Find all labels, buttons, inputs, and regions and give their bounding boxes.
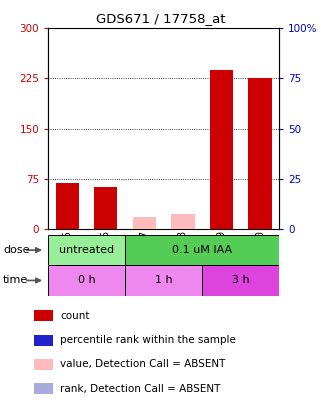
Bar — [94, 188, 117, 229]
Text: dose: dose — [3, 245, 30, 255]
Text: value, Detection Call = ABSENT: value, Detection Call = ABSENT — [60, 360, 226, 369]
Text: rank, Detection Call = ABSENT: rank, Detection Call = ABSENT — [60, 384, 221, 394]
Bar — [56, 183, 79, 229]
Bar — [48, 265, 125, 296]
Bar — [210, 70, 233, 229]
Bar — [202, 265, 279, 296]
Bar — [248, 78, 272, 229]
Bar — [34, 310, 53, 322]
Text: percentile rank within the sample: percentile rank within the sample — [60, 335, 236, 345]
Text: time: time — [3, 275, 29, 286]
Text: untreated: untreated — [59, 245, 114, 255]
Text: 3 h: 3 h — [232, 275, 249, 286]
Text: GDS671 / 17758_at: GDS671 / 17758_at — [96, 12, 225, 25]
Bar — [48, 235, 125, 265]
Bar — [34, 359, 53, 370]
Bar — [171, 214, 195, 229]
Bar — [133, 217, 156, 229]
Bar — [125, 265, 202, 296]
Bar — [34, 383, 53, 394]
Text: 1 h: 1 h — [155, 275, 172, 286]
Text: count: count — [60, 311, 90, 321]
Bar — [125, 235, 279, 265]
Text: 0.1 uM IAA: 0.1 uM IAA — [172, 245, 232, 255]
Bar — [34, 335, 53, 346]
Text: 0 h: 0 h — [78, 275, 95, 286]
